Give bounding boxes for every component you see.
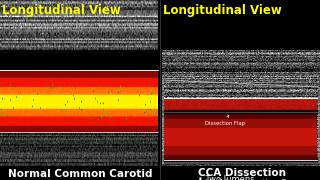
Text: Dissection Flap: Dissection Flap bbox=[205, 115, 245, 126]
Text: Normal Common Carotid
Artery: Normal Common Carotid Artery bbox=[8, 169, 152, 180]
Text: • Two lumens: • Two lumens bbox=[198, 174, 255, 180]
Text: Longitudinal View: Longitudinal View bbox=[2, 4, 121, 17]
Text: CCA Dissection: CCA Dissection bbox=[198, 168, 286, 178]
Text: Longitudinal View: Longitudinal View bbox=[163, 4, 282, 17]
Text: • Visible dissection flap: • Visible dissection flap bbox=[198, 179, 297, 180]
